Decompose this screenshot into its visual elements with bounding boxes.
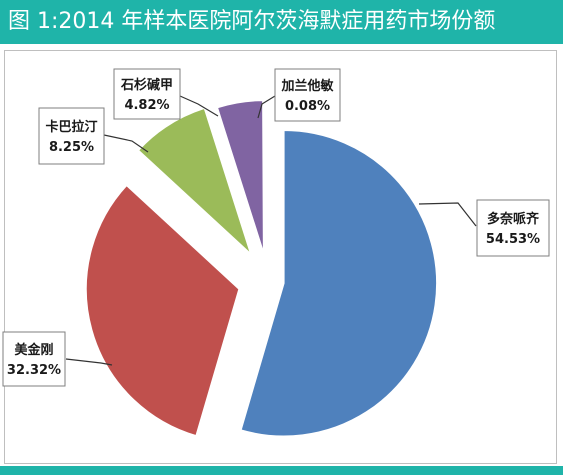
pie-slice-4 [216,99,265,254]
slice-label-2: 美金刚 32.32% [2,331,113,387]
leader-line [65,358,113,366]
slice-value: 8.25% [49,140,94,155]
slice-value: 0.08% [285,99,330,114]
leader-line [179,95,219,117]
label-box [38,107,105,165]
slice-value: 4.82% [124,98,169,113]
slice-name: 美金刚 [14,342,53,358]
pie-slice-1 [239,129,438,437]
leader-line [418,202,477,227]
label-box [2,331,66,387]
bottom-bar [0,466,563,475]
slice-value: 32.32% [7,363,61,378]
slice-label-4: 石杉碱甲 4.82% [113,68,219,120]
slice-label-3: 卡巴拉汀 8.25% [38,107,149,165]
pie-slice-2 [85,184,240,437]
slice-name: 多奈哌齐 [487,211,540,227]
label-box [113,68,181,120]
pie-slice-5 [266,103,269,258]
slice-name: 卡巴拉汀 [45,119,97,135]
title-bar: 图 1:2014 年样本医院阿尔茨海默症用药市场份额 [0,0,563,44]
chart-title: 图 1:2014 年样本医院阿尔茨海默症用药市场份额 [8,9,496,34]
leader-line [103,134,149,153]
label-box [476,199,550,257]
slice-name: 石杉碱甲 [120,77,173,93]
slice-name: 加兰他敏 [280,78,334,94]
leader-line [257,95,276,119]
label-box [274,68,341,122]
slice-label-1: 多奈哌齐 54.53% [418,199,550,257]
slice-label-5: 加兰他敏 0.08% [257,68,341,122]
slice-value: 54.53% [486,232,540,247]
